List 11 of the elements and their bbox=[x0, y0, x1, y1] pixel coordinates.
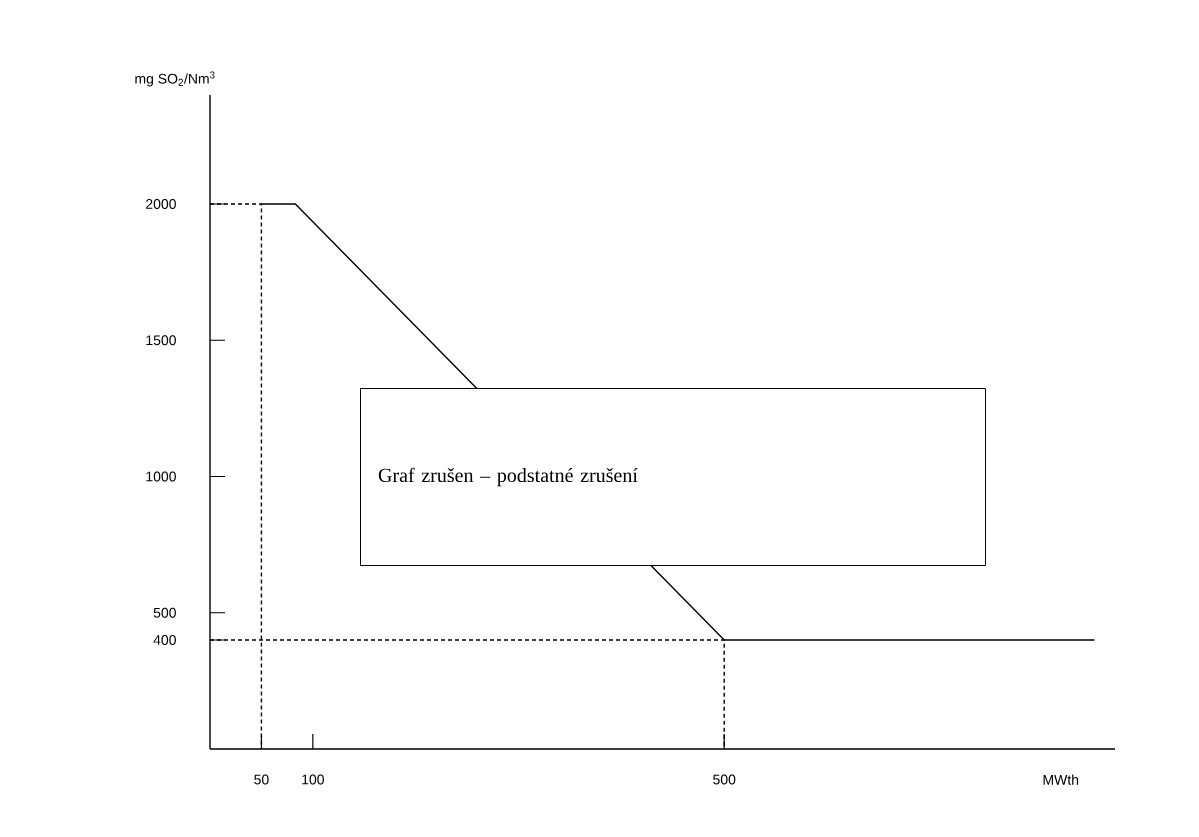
annotation: Graf zrušen – podstatné zrušení bbox=[378, 467, 638, 487]
x-axis-title: MWth bbox=[1043, 774, 1079, 785]
x-tick-label: 100 bbox=[302, 774, 324, 785]
y-tick-label: 1500 bbox=[146, 335, 176, 346]
y-tick-label: 1000 bbox=[146, 471, 176, 482]
y-tick-label: 500 bbox=[153, 607, 176, 618]
x-tick-label: 50 bbox=[254, 774, 269, 785]
x-tick-label: 500 bbox=[713, 774, 736, 785]
y-tick-label: 2000 bbox=[146, 199, 176, 209]
y-axis-title: mg SO$_{2}$/Nm$^{3}$ bbox=[135, 71, 215, 87]
y-tick-label: 400 bbox=[153, 635, 176, 645]
